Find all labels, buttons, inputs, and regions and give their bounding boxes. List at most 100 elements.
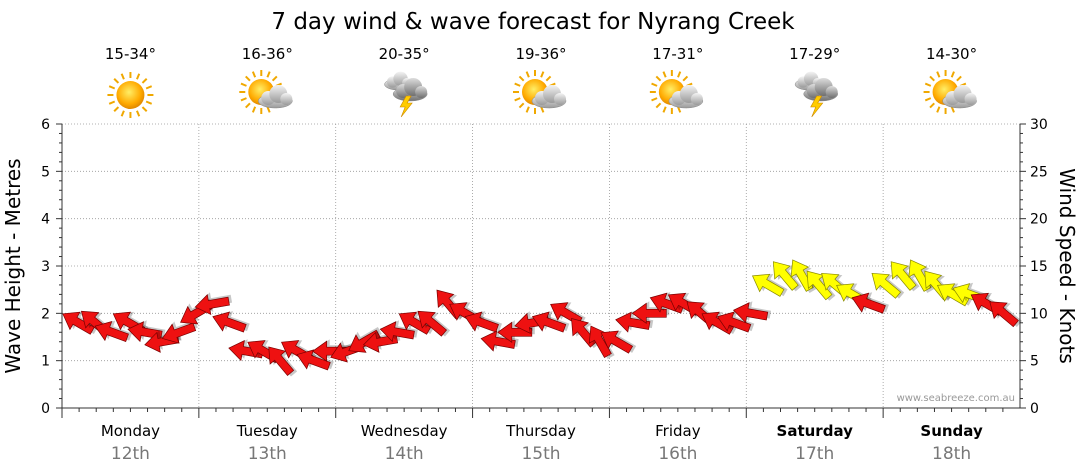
sun-ray [245,75,251,82]
lightning-bolt [399,95,413,118]
y2-tick-label: 30 [1030,117,1048,133]
wind-arrow [464,311,503,333]
wind-arrow-shape [631,302,667,324]
wind-arrow [732,301,772,324]
wind-arrow-shape [772,261,799,291]
wind-arrow-shape [851,292,886,314]
sun-ray [120,110,125,117]
sun-ray [141,78,148,84]
wind-arrows [62,259,1023,377]
sun-ray [108,85,116,90]
sun-ray [145,100,153,105]
wind-arrow-shape [464,311,499,333]
wind-arrow [398,311,435,335]
y2-tick-label: 10 [1030,306,1048,322]
wind-arrow-shape [161,322,197,344]
sun-ray [651,97,658,102]
cloud-shape [942,85,977,109]
wind-arrow [890,261,920,292]
y2-tick-label: 0 [1030,401,1039,417]
day-temp-label: 17-29° [789,45,840,63]
y-tick-label: 5 [41,164,50,180]
wind-arrow [417,310,451,337]
sun-ray [240,82,247,87]
sun-ray [662,106,667,113]
wind-arrow [212,311,250,333]
y-tick-label: 3 [41,259,50,275]
sun-ray [113,106,120,112]
sun-ray [525,71,530,78]
lightning-bolt [810,95,824,118]
day-name-label: Tuesday [236,422,298,440]
partly-cloudy-icon [649,70,704,114]
sun-ray [682,75,689,82]
wind-arrow-shape [417,310,448,337]
wind-arrow [631,301,670,324]
wind-arrow-shape [615,311,651,333]
wind-arrow-shape [194,294,230,316]
sun-ray [251,106,257,113]
sun-ray [924,82,932,87]
sun-ray [518,102,525,109]
sun-ray [677,71,682,78]
chart-title: 7 day wind & wave forecast for Nyrang Cr… [271,9,795,35]
y2-axis-label: Wind Speed - Knots [1055,168,1079,364]
wind-arrow [62,311,98,335]
y2-tick-label: 15 [1030,259,1048,275]
wind-arrow-shape [94,321,129,342]
y-axis-label: Wave Height - Metres [1,158,25,373]
sun-ray [655,102,662,109]
credit-text: www.seabreeze.com.au [897,393,1015,404]
day-name-label: Thursday [505,422,576,440]
sun-ray [518,75,525,82]
day-temp-label: 17-31° [652,45,703,63]
sun-ray [950,71,955,78]
wind-arrow-shape [871,272,902,299]
wind-arrow [268,346,298,377]
sun-disc [116,81,145,109]
wind-arrow-shape [751,273,785,297]
wind-arrow-shape [600,330,634,354]
wind-arrow [989,301,1023,328]
wind-arrow-shape [62,311,95,335]
sun-ray [545,75,552,82]
wind-arrow-shape [480,330,516,352]
cloud-shape [668,85,704,109]
wind-arrow [851,292,889,314]
sun-ray [141,106,148,112]
sun-ray [240,97,247,102]
day-temp-label: 16-36° [242,45,293,63]
wind-arrow-shape [398,311,432,335]
wind-arrow-shape [379,321,415,343]
wind-arrow [296,349,334,371]
wind-arrow-shape [890,261,917,291]
sun-ray [514,82,521,87]
wind-arrow-shape [732,302,769,324]
sun-ray [924,97,932,102]
day-name-label: Monday [101,422,160,440]
axes [61,124,1021,409]
wind-arrow [871,272,905,299]
sun-ray [677,106,682,113]
sun-ray [120,73,125,80]
thunderstorm-icon [794,71,838,118]
sun-ray [136,110,141,117]
wind-arrow-shape [531,311,567,333]
day-temp-label: 15-34° [105,45,156,63]
x-labels: Monday 12th Tuesday 13th Wednesday 14th Thursd… [61,408,1004,464]
sun-ray [271,75,278,82]
partly-cloudy-icon [239,70,293,114]
day-temp-label: 20-35° [379,45,430,63]
wind-arrow [751,273,788,297]
sun-ray [514,97,521,102]
day-date-label: 18th [932,444,971,464]
wind-arrow-shape [497,321,533,343]
y2-tick-label: 5 [1030,354,1039,370]
sun-ray [540,71,545,78]
sun-ray [662,71,667,78]
partly-cloudy-icon [513,70,567,114]
day-name-label: Saturday [777,422,854,440]
y-tick-label: 2 [41,306,50,322]
cloud-shape [803,78,838,102]
